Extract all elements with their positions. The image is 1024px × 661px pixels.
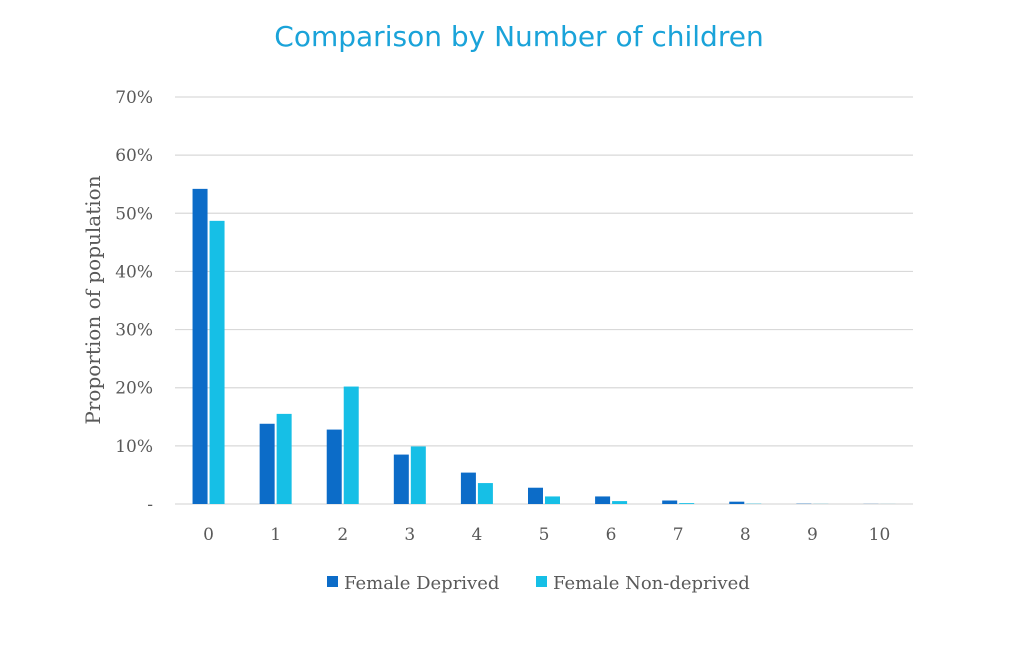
x-tick-label: 6 [606,525,617,545]
y-tick-label: 60% [115,146,153,166]
y-tick-label: 40% [115,262,153,282]
bar-deprived-8 [729,501,745,504]
bar-deprived-2 [326,429,342,504]
legend: Female Deprived Female Non-deprived [327,573,750,594]
x-tick-label: 9 [807,525,818,545]
bar-non-deprived-7 [679,503,695,504]
y-tick-label: 70% [115,88,153,108]
bar-deprived-7 [662,500,678,504]
x-tick-label: 1 [270,525,281,545]
chart-title: Comparison by Number of children [274,20,763,53]
bar-non-deprived-3 [410,446,426,504]
x-tick-label: 5 [539,525,550,545]
x-tick-label: 3 [404,525,415,545]
legend-swatch-non-deprived [536,576,547,587]
x-tick-label: 2 [337,525,348,545]
y-tick-label: 20% [115,379,153,399]
x-tick-label: 10 [869,525,891,545]
bar-non-deprived-6 [612,501,628,504]
y-tick-label: 10% [115,437,153,457]
bars [192,188,896,504]
bar-non-deprived-0 [209,220,225,504]
bar-non-deprived-5 [545,496,560,504]
bar-deprived-5 [528,487,543,504]
y-axis-title: Proportion of population [81,175,105,424]
y-tick-label: 50% [115,204,153,224]
bar-deprived-3 [393,454,409,504]
x-tick-label: 8 [740,525,751,545]
x-axis-ticks: 0 1 2 3 4 5 6 7 8 9 10 [203,525,890,545]
bar-non-deprived-4 [477,483,493,504]
x-tick-label: 4 [471,525,482,545]
y-axis-ticks: - 10% 20% 30% 40% 50% 60% 70% [115,88,153,515]
x-tick-label: 0 [203,525,214,545]
bar-deprived-4 [460,472,476,504]
bar-deprived-0 [192,188,208,504]
bar-deprived-1 [259,423,275,504]
legend-label-non-deprived: Female Non-deprived [553,573,750,594]
legend-swatch-deprived [327,576,338,587]
bar-non-deprived-2 [343,386,359,504]
bar-deprived-6 [595,496,611,504]
legend-label-deprived: Female Deprived [344,573,499,594]
y-tick-label: - [147,495,153,515]
y-tick-label: 30% [115,321,153,341]
bar-non-deprived-1 [276,413,292,504]
gridlines [175,96,913,505]
x-tick-label: 7 [673,525,684,545]
